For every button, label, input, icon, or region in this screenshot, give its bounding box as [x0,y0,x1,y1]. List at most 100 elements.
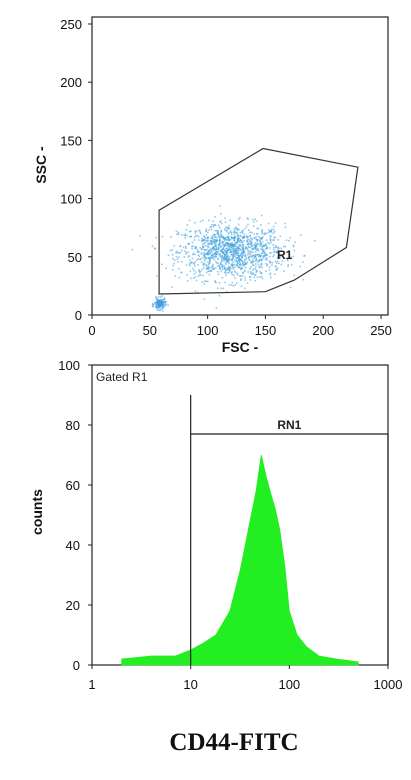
scatter-point [275,246,278,248]
scatter-point [190,235,192,238]
scatter-point [223,245,226,248]
scatter-point [223,248,225,251]
scatter-point [243,264,245,266]
scatter-point [262,256,264,258]
scatter-point [246,243,249,246]
scatter-point [208,242,210,244]
scatter-point [178,276,180,279]
scatter-point [225,226,227,228]
scatter-point [218,226,221,229]
scatter-point [226,253,229,256]
scatter-point [251,244,254,247]
scatter-point [252,272,254,274]
scatter-point [228,262,230,265]
histogram-y-tick-label: 40 [66,538,80,553]
scatter-point [212,248,214,251]
scatter-point [203,263,206,266]
scatter-point [214,249,216,251]
scatter-point [229,249,232,251]
scatter-point [213,236,216,238]
scatter-point [237,250,239,253]
scatter-point [242,275,244,277]
scatter-point [224,238,226,240]
scatter-point [151,303,154,305]
scatter-point [243,265,246,267]
scatter-point [215,230,218,232]
scatter-point [214,234,216,236]
scatter-point [213,268,215,270]
scatter-point [217,246,220,248]
scatter-point [249,231,252,234]
scatter-point [213,253,216,256]
scatter-point [250,250,252,253]
scatter-point [255,220,258,222]
scatter-x-ticks: 0 50 100 150 200 250 [88,315,392,338]
scatter-point [224,281,226,284]
scatter-y-tick-label: 250 [60,17,82,32]
scatter-point [290,256,292,259]
scatter-point [213,247,215,250]
scatter-point [208,250,210,252]
scatter-point [236,240,239,243]
scatter-point [151,305,154,307]
scatter-point [260,272,263,274]
scatter-point [236,248,238,250]
scatter-point [155,296,158,299]
scatter-point [260,248,262,250]
scatter-point [221,255,224,257]
scatter-point [194,232,196,234]
scatter-point [242,251,245,254]
scatter-point [277,248,279,251]
scatter-point [159,304,162,307]
scatter-point [211,234,214,237]
scatter-point [231,263,233,265]
scatter-point [201,253,203,255]
scatter-point [248,252,251,255]
scatter-point [273,248,276,251]
scatter-point [260,264,262,267]
scatter-point [270,241,272,244]
scatter-point [238,239,241,242]
scatter-point [203,262,206,264]
scatter-point [239,262,241,265]
scatter-point [218,265,221,268]
scatter-point [215,243,217,246]
scatter-point [213,239,216,242]
scatter-point [232,264,235,266]
scatter-point [228,260,230,262]
scatter-point [223,237,225,240]
scatter-point [211,249,214,252]
scatter-point [228,239,231,242]
scatter-point [249,253,252,255]
scatter-point [207,253,209,256]
scatter-point [159,299,161,301]
scatter-point [259,243,261,245]
scatter-point [219,253,221,255]
scatter-point [247,257,250,260]
scatter-point [253,264,255,266]
scatter-point [257,235,260,238]
scatter-point [238,261,241,263]
scatter-point [227,248,230,250]
scatter-point [237,248,239,250]
scatter-point [221,222,223,225]
scatter-point [240,279,242,281]
scatter-point [201,281,203,283]
scatter-point [234,255,236,257]
scatter-point [192,262,195,265]
scatter-point [191,257,194,260]
gate-r1-polygon [158,147,359,295]
scatter-point [283,245,285,248]
scatter-point [287,264,289,266]
scatter-point [230,231,233,234]
scatter-point [187,256,190,258]
scatter-point [249,237,252,239]
scatter-point [238,259,240,261]
scatter-point [260,263,263,265]
scatter-point [227,258,230,260]
scatter-point [264,244,267,246]
scatter-point [219,245,222,248]
scatter-point [273,251,275,253]
scatter-point [230,264,232,266]
scatter-point [269,273,271,276]
